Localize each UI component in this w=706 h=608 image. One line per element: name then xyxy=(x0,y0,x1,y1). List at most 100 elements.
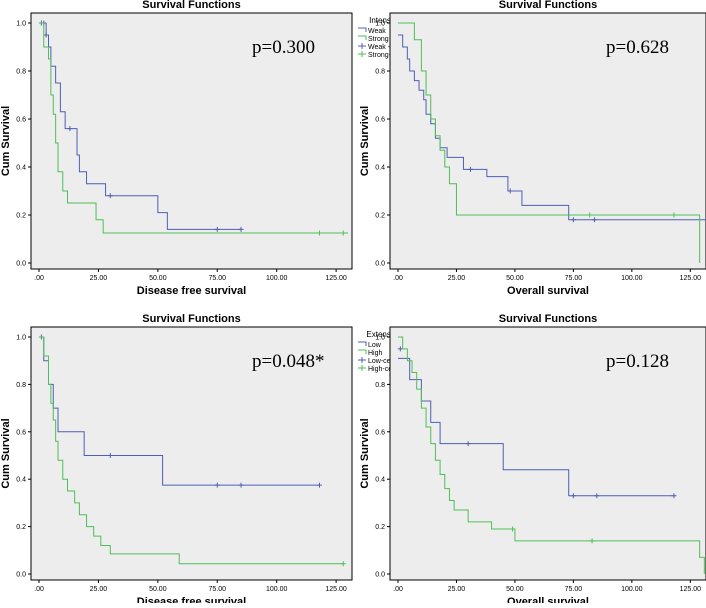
x-tick-label: .00 xyxy=(34,586,44,593)
legend-label: High-censore xyxy=(368,366,410,373)
y-tick-label: 0.8 xyxy=(16,382,26,389)
p-value: p=0.128 xyxy=(606,351,669,372)
censored-mark xyxy=(316,230,322,236)
y-tick-label: 0.6 xyxy=(16,429,26,436)
x-tick-label: 50.00 xyxy=(149,275,167,282)
censored-mark xyxy=(397,346,403,352)
censored-mark xyxy=(671,212,677,218)
km-panel-1: Survival Functions 0.0 0.2 0.4 0.6 0.8 1.0 .00 2… xyxy=(0,0,420,297)
chart-title: Survival Functions xyxy=(142,0,240,11)
x-tick-label: .00 xyxy=(393,275,403,282)
y-tick-label: 0.0 xyxy=(16,261,26,268)
x-tick-label: 125.00 xyxy=(325,275,347,282)
censored-mark xyxy=(107,193,113,199)
censored-mark xyxy=(507,188,513,194)
censored-mark xyxy=(570,217,576,223)
y-tick-label: 0.6 xyxy=(375,429,385,436)
censored-mark xyxy=(589,538,595,544)
legend-swatch xyxy=(358,357,366,363)
legend-label: High xyxy=(368,350,383,357)
censored-mark xyxy=(316,482,322,488)
x-tick-label: 75.00 xyxy=(209,275,227,282)
censored-mark xyxy=(107,453,113,458)
chart-title: Survival Functions xyxy=(142,313,240,325)
series-line-strong xyxy=(398,22,701,263)
x-tick-label: 75.00 xyxy=(565,275,583,282)
x-tick-label: 75.00 xyxy=(565,586,583,593)
x-tick-label: 75.00 xyxy=(209,586,227,593)
censored-mark xyxy=(214,226,220,232)
y-tick-label: 0.2 xyxy=(375,524,385,531)
x-tick-label: 25.00 xyxy=(448,275,466,282)
chart-title: Survival Functions xyxy=(499,0,597,11)
y-axis-label: Cum Survival xyxy=(0,106,12,176)
legend-swatch xyxy=(358,51,366,57)
y-tick-label: 0.8 xyxy=(375,382,385,389)
x-axis-label: Disease free survival xyxy=(137,596,246,603)
y-tick-label: 0.0 xyxy=(375,572,385,579)
censored-mark xyxy=(214,482,220,488)
series-line-low xyxy=(39,336,320,486)
y-tick-label: 0.8 xyxy=(375,69,385,76)
x-tick-label: 50.00 xyxy=(149,586,167,593)
y-tick-label: 0.6 xyxy=(16,117,26,124)
p-value: p=0.300 xyxy=(252,37,315,58)
y-axis-label: Cum Survival xyxy=(359,106,371,176)
y-tick-label: 0.0 xyxy=(375,261,385,268)
y-axis-label: Cum Survival xyxy=(0,418,12,488)
censored-mark xyxy=(67,126,73,132)
y-tick-label: 0.4 xyxy=(16,477,26,484)
x-tick-label: 25.00 xyxy=(448,586,466,593)
legend-label: Strong xyxy=(368,36,389,43)
x-tick-label: 100.00 xyxy=(266,275,288,282)
censored-mark xyxy=(238,482,244,488)
censored-mark xyxy=(587,212,593,218)
legend-label: Weak xyxy=(368,28,386,35)
x-tick-label: 125.00 xyxy=(680,275,702,282)
censored-mark xyxy=(510,526,516,532)
series-line-high xyxy=(398,336,705,574)
chart-title: Survival Functions xyxy=(499,313,597,325)
plot-area xyxy=(389,326,706,581)
censored-mark xyxy=(594,493,600,499)
legend-swatch xyxy=(358,35,367,40)
y-tick-label: 0.8 xyxy=(16,69,26,76)
x-tick-label: .00 xyxy=(393,586,403,593)
x-axis-label: Overall survival xyxy=(507,596,589,603)
y-tick-label: 0.4 xyxy=(375,477,385,484)
km-panel-3: Survival Functions 0.0 0.2 0.4 0.6 0.8 1.0 .00 2… xyxy=(0,313,412,608)
x-tick-label: 125.00 xyxy=(325,586,347,593)
y-tick-label: 1.0 xyxy=(16,21,26,28)
x-tick-label: 50.00 xyxy=(506,275,524,282)
x-tick-label: 100.00 xyxy=(621,275,643,282)
series-line-strong xyxy=(39,22,348,234)
plot-area xyxy=(30,12,353,270)
x-tick-label: 125.00 xyxy=(680,586,702,593)
y-tick-label: 1.0 xyxy=(375,21,385,28)
censored-mark xyxy=(43,32,49,38)
x-tick-label: .00 xyxy=(34,275,44,282)
y-tick-label: 1.0 xyxy=(16,335,26,342)
y-tick-label: 0.6 xyxy=(375,117,385,124)
series-line-high xyxy=(39,336,344,565)
plot-area xyxy=(389,12,706,270)
y-tick-label: 0.2 xyxy=(16,213,26,220)
censored-mark xyxy=(238,226,244,232)
legend-swatch xyxy=(358,341,367,346)
censored-mark xyxy=(465,441,471,447)
y-tick-label: 1.0 xyxy=(375,335,385,342)
x-tick-label: 100.00 xyxy=(621,586,643,593)
km-panel-2: Survival Functions 0.0 0.2 0.4 0.6 0.8 1.0 .00 2… xyxy=(359,0,706,297)
y-tick-label: 0.2 xyxy=(375,213,385,220)
x-tick-label: 50.00 xyxy=(506,586,524,593)
y-axis-label: Cum Survival xyxy=(359,418,371,488)
x-tick-label: 25.00 xyxy=(90,586,108,593)
p-value: p=0.048* xyxy=(252,351,324,372)
censored-mark xyxy=(671,493,677,499)
y-tick-label: 0.4 xyxy=(375,165,385,172)
legend-swatch xyxy=(358,43,366,49)
x-tick-label: 100.00 xyxy=(266,586,288,593)
censored-mark xyxy=(340,561,346,567)
legend-title: Extension xyxy=(366,330,401,339)
